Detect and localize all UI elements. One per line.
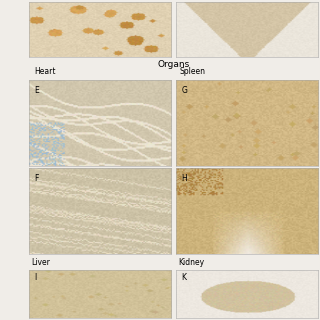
Text: Kidney: Kidney <box>179 258 205 267</box>
Text: Control: Control <box>0 109 2 137</box>
Text: B: B <box>14 0 20 1</box>
Text: Liver: Liver <box>32 258 51 267</box>
Text: G: G <box>181 86 187 95</box>
Text: H: H <box>181 174 187 183</box>
Text: Spleen: Spleen <box>180 67 205 76</box>
Text: K: K <box>181 274 187 283</box>
Text: Heart: Heart <box>35 67 56 76</box>
Text: E: E <box>35 86 39 95</box>
Text: SMA: SMA <box>0 203 2 219</box>
Text: Organs: Organs <box>157 60 190 68</box>
Text: I: I <box>35 274 37 283</box>
Text: F: F <box>35 174 39 183</box>
